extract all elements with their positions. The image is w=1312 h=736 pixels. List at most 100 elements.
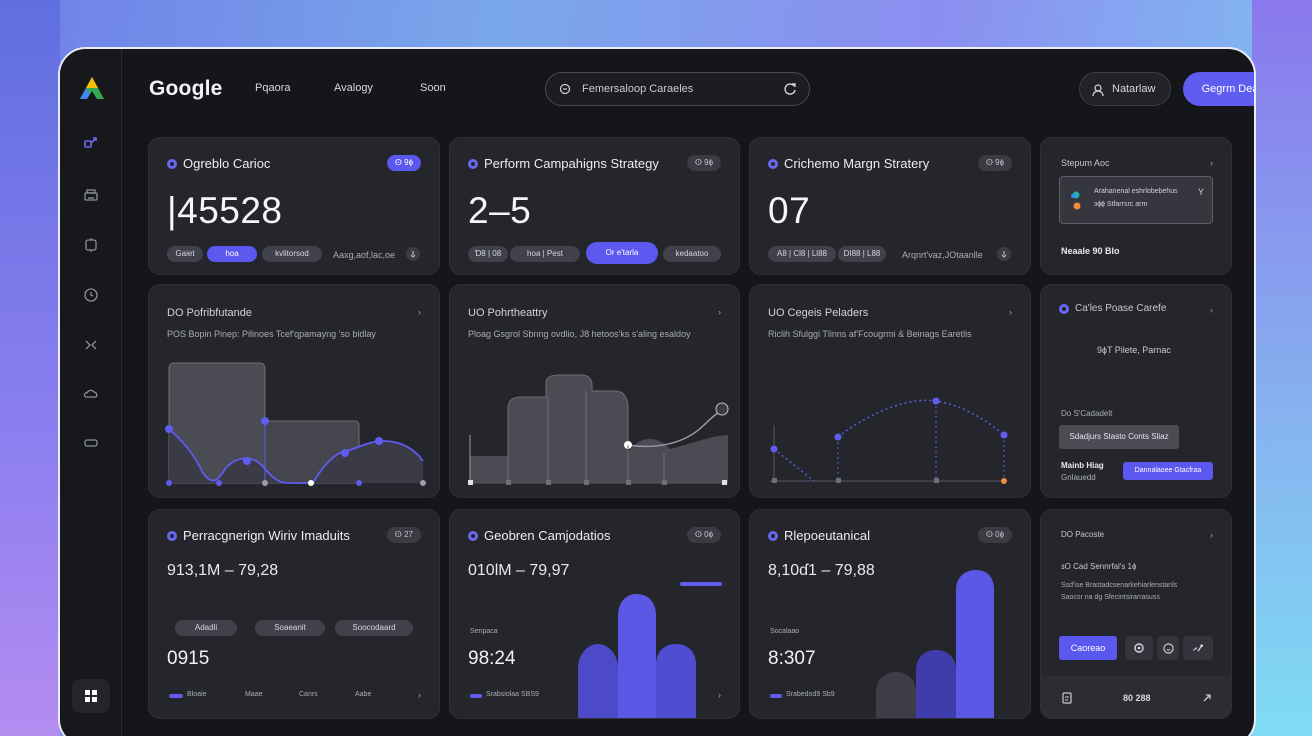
nav-share-icon[interactable] [81, 133, 101, 153]
legend-label: Srabedod9 Sb9 [786, 691, 835, 698]
metric-pill[interactable]: Soocodaard [335, 620, 413, 636]
status-button[interactable]: Sdadjurs Stasto Conts Sliaz [1059, 425, 1179, 449]
apps-grid-button[interactable] [72, 679, 110, 713]
kpi-value: 07 [768, 190, 811, 231]
chart-tick [468, 480, 473, 485]
chart-bar [578, 644, 618, 718]
metric-card-1[interactable]: Perracgnerign Wiriv Imaduits ⵙ 27 913,1M… [148, 509, 440, 719]
notifications-label: Natarlaw [1112, 83, 1156, 95]
side-card-mid: Ca'les Poase Carefe › 9ɸT Pilete, Parnac… [1040, 284, 1232, 498]
chart-card-3[interactable]: UO Cegeis Peladers › Riclih Sfulggi Tlin… [749, 284, 1031, 498]
metric-value: 0915 [167, 648, 210, 669]
metric-pill[interactable]: Adadli [175, 620, 237, 636]
close-icon[interactable]: Y [1197, 187, 1204, 197]
kpi-pill[interactable]: DI88 | L88 [838, 246, 886, 262]
nav-cloud-icon[interactable] [81, 384, 101, 404]
nav-link-2[interactable]: Avalogy [334, 82, 373, 94]
chart-line [837, 399, 1005, 438]
chart-point [834, 433, 842, 441]
chevron-icon[interactable]: › [718, 307, 721, 317]
kpi-pill-active[interactable]: Or e'tarla [586, 242, 658, 264]
metric-card-3[interactable]: Rlepoeutanical ⵙ 0ɸ 8,10ɗ1 – 79,88 Socal… [749, 509, 1031, 719]
notifications-button[interactable]: Natarlaw [1079, 72, 1171, 106]
row-action-button[interactable]: Dannalaoee Gtacfraa [1123, 462, 1213, 480]
chart-tick [546, 480, 551, 485]
top-bar: Google Pqaora Avalogy Soon Femersaloop C… [122, 49, 1254, 129]
kpi-pill[interactable]: Ɗ8 | 08 [468, 246, 508, 262]
chart-bar [618, 594, 656, 718]
metric-card-2[interactable]: Geobren Camjodatios ⵙ 0ɸ 010lM – 79,97 S… [449, 509, 740, 719]
chart-card-title: UO Cegeis Peladers [768, 307, 869, 319]
nav-link-1[interactable]: Pqaora [255, 82, 291, 94]
background-left [0, 0, 60, 736]
status-dot-icon [167, 158, 177, 169]
kpi-card-3[interactable]: Crichemo Margn Stratery ⵙ 9ɸ 07 A8 | Cl8… [749, 137, 1031, 275]
chart-tick [626, 480, 631, 485]
kpi-pill[interactable]: kvlitorsod [262, 246, 322, 262]
logo-icon[interactable] [78, 75, 106, 101]
accent-bar [680, 582, 722, 586]
side-card-bottom: DO Pacoste › ɜO Cad Sennrfal's 1ɸ Ssd'is… [1040, 509, 1232, 719]
external-link-icon[interactable] [1201, 692, 1213, 704]
chart-card-1[interactable]: DO Pofribfutande › POS Bopin Pinep: Pili… [148, 284, 440, 498]
metric-range: 8,10ɗ1 – 79,88 [768, 562, 875, 579]
share-button[interactable] [1183, 636, 1213, 660]
status-dot-icon [468, 530, 478, 541]
nav-clock-icon[interactable] [81, 285, 101, 305]
nav-tools-icon[interactable] [81, 335, 101, 355]
chart-point [165, 425, 173, 433]
kpi-card-2[interactable]: Perform Campahigns Strategy ⵙ 9ɸ 2–5 Ɗ8 … [449, 137, 740, 275]
nav-card-icon[interactable] [81, 433, 101, 453]
chevron-icon[interactable]: › [1210, 158, 1213, 168]
metric-card-title: Geobren Camjodatios [468, 528, 610, 543]
metric-value: 98:24 [468, 648, 516, 669]
nav-link-3[interactable]: Soon [420, 82, 446, 94]
chevron-icon[interactable]: › [1210, 305, 1213, 315]
chevron-icon[interactable]: › [1210, 530, 1213, 540]
chart-point [261, 417, 269, 425]
kpi-card-1[interactable]: Ogreblo Carioc ⵙ 9ɸ |45528 Gaiet hoa kvl… [148, 137, 440, 275]
search-value: Femersaloop Caraeles [582, 83, 694, 95]
chevron-icon[interactable]: › [1009, 307, 1012, 317]
kpi-pill[interactable]: Gaiet [167, 246, 203, 262]
chart-card-desc: Riclih Sfulggi Tlinns af'Fcougrmi & Bein… [768, 329, 972, 339]
kpi-pill[interactable]: hoa [207, 246, 257, 262]
chart-card-2[interactable]: UO Pohrtheattry › Ploag Gsgrol Sbnng ovd… [449, 284, 740, 498]
document-icon[interactable] [1061, 692, 1073, 704]
confirm-button[interactable]: Caoreao [1059, 636, 1117, 660]
chevron-icon[interactable]: › [418, 307, 421, 317]
legend-swatch [470, 694, 482, 698]
chart-tick [772, 478, 777, 483]
chevron-icon[interactable]: › [418, 690, 421, 700]
refresh-icon[interactable] [783, 82, 797, 96]
pin-icon[interactable] [715, 402, 729, 416]
smile-icon [1162, 642, 1174, 654]
chart-point [308, 480, 314, 486]
kpi-pill[interactable]: kedaatoo [663, 246, 721, 262]
metric-pill[interactable]: Soaeanit [255, 620, 325, 636]
info-icon[interactable] [996, 246, 1012, 262]
background-right [1252, 0, 1312, 736]
primary-action-button[interactable]: Gegrm Deatert [1183, 72, 1254, 106]
kpi-pill[interactable]: hoa | Pest [510, 246, 580, 262]
emoji-button[interactable] [1157, 636, 1179, 660]
side-card-footer: 80 288 [1041, 676, 1231, 718]
settings-button[interactable] [1125, 636, 1153, 660]
chart-point [262, 480, 268, 486]
notice-box[interactable]: Arahanenal eshrlobebehus ɜɸɸ Stfarrsrc a… [1059, 176, 1213, 224]
search-input[interactable]: Femersaloop Caraeles [545, 72, 810, 106]
side-card-title: Stepum Aoc [1061, 158, 1110, 168]
metric-label: Socalaao [770, 628, 800, 635]
kpi-pill[interactable]: A8 | Cl8 | Ll88 [768, 246, 836, 262]
side-card-label: Do S'Cadadelt [1061, 409, 1113, 418]
nav-printer-icon[interactable] [81, 186, 101, 206]
metric-card-title: Perracgnerign Wiriv Imaduits [167, 528, 350, 543]
nav-device-icon[interactable] [81, 235, 101, 255]
chart-card-desc: POS Bopin Pinep: Pilinoes Tcef'ɋpamayng … [167, 329, 376, 339]
info-icon[interactable] [405, 246, 421, 262]
chevron-icon[interactable]: › [718, 690, 721, 700]
brand-name: Google [149, 77, 223, 100]
chart-point [166, 480, 172, 486]
status-dot-icon [1059, 303, 1069, 314]
legend-label: Aabe [355, 691, 372, 698]
